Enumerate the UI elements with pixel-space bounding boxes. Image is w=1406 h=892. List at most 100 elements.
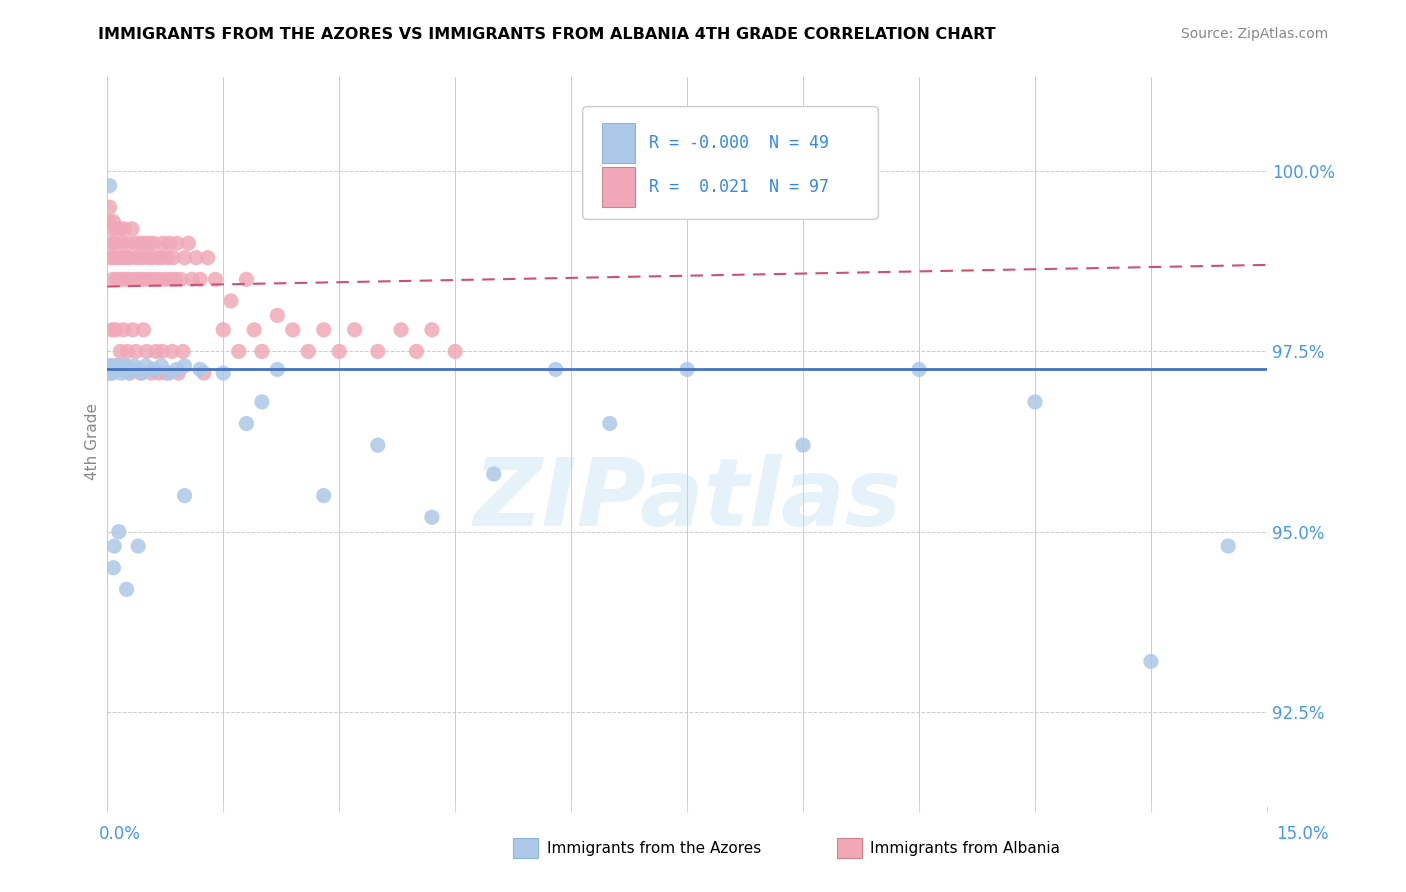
Point <box>173 359 195 373</box>
Point <box>172 344 194 359</box>
Point <box>129 251 152 265</box>
FancyBboxPatch shape <box>602 167 636 207</box>
Point <box>156 251 179 265</box>
Point <box>235 272 257 286</box>
Point <box>143 272 166 286</box>
Point <box>98 366 121 380</box>
Point <box>173 489 195 503</box>
Point <box>193 366 215 380</box>
Point <box>155 366 177 380</box>
Point <box>118 366 141 380</box>
Point <box>312 489 335 503</box>
Point <box>155 272 177 286</box>
Point <box>128 236 150 251</box>
Point <box>170 272 193 286</box>
Point <box>118 366 141 380</box>
Point <box>101 366 124 380</box>
Point <box>162 251 184 265</box>
Point <box>101 272 124 286</box>
Point <box>1218 539 1240 553</box>
Point <box>124 236 146 251</box>
Text: Immigrants from Albania: Immigrants from Albania <box>870 841 1060 855</box>
Point <box>181 272 204 286</box>
Point <box>115 251 138 265</box>
Point <box>127 272 149 286</box>
Point <box>142 362 165 376</box>
Point <box>544 362 567 376</box>
Point <box>112 323 135 337</box>
Point <box>101 323 124 337</box>
Point <box>115 359 138 373</box>
FancyBboxPatch shape <box>602 123 636 163</box>
Point <box>135 359 157 373</box>
Point <box>98 200 121 214</box>
Point <box>103 214 125 228</box>
Point <box>104 236 127 251</box>
Point <box>101 359 124 373</box>
Point <box>212 323 235 337</box>
Point <box>97 366 120 380</box>
Point <box>166 236 188 251</box>
Point <box>250 395 273 409</box>
Point <box>159 272 181 286</box>
Point <box>141 251 163 265</box>
Point <box>405 344 427 359</box>
Point <box>132 323 155 337</box>
Point <box>110 272 132 286</box>
Point <box>108 251 131 265</box>
Point <box>112 362 135 376</box>
Point <box>115 582 138 597</box>
Point <box>103 560 125 574</box>
Point <box>186 251 208 265</box>
Point <box>103 251 125 265</box>
Point <box>105 359 128 373</box>
Point <box>148 366 170 380</box>
Point <box>167 366 190 380</box>
Point <box>136 251 159 265</box>
Point <box>142 236 165 251</box>
Point <box>108 362 131 376</box>
Point <box>107 359 129 373</box>
Point <box>141 366 163 380</box>
Point <box>127 362 149 376</box>
Point <box>266 362 288 376</box>
Point <box>114 359 136 373</box>
Point <box>312 323 335 337</box>
Point <box>792 438 814 452</box>
Point <box>160 344 183 359</box>
Point <box>98 359 121 373</box>
Point <box>157 236 180 251</box>
Point <box>328 344 350 359</box>
Point <box>188 272 211 286</box>
Text: Immigrants from the Azores: Immigrants from the Azores <box>547 841 761 855</box>
Point <box>125 344 148 359</box>
Point <box>420 323 443 337</box>
Point <box>243 323 266 337</box>
Point <box>367 344 389 359</box>
Text: R = -0.000  N = 49: R = -0.000 N = 49 <box>648 134 828 152</box>
Point <box>134 236 156 251</box>
Point <box>228 344 250 359</box>
Point <box>100 222 122 236</box>
Point <box>103 359 125 373</box>
Point <box>121 323 143 337</box>
Point <box>266 309 288 323</box>
Point <box>101 236 124 251</box>
Point <box>104 362 127 376</box>
Text: IMMIGRANTS FROM THE AZORES VS IMMIGRANTS FROM ALBANIA 4TH GRADE CORRELATION CHAR: IMMIGRANTS FROM THE AZORES VS IMMIGRANTS… <box>98 27 995 42</box>
Point <box>111 359 134 373</box>
Point <box>235 417 257 431</box>
Point <box>142 362 165 376</box>
Point <box>125 251 148 265</box>
Y-axis label: 4th Grade: 4th Grade <box>86 403 100 480</box>
Point <box>150 251 173 265</box>
Point <box>120 362 142 376</box>
Point <box>129 366 152 380</box>
Point <box>100 362 122 376</box>
Point <box>131 366 153 380</box>
Point <box>204 272 226 286</box>
Point <box>150 359 173 373</box>
Point <box>118 272 141 286</box>
Point <box>444 344 467 359</box>
Point <box>111 251 134 265</box>
